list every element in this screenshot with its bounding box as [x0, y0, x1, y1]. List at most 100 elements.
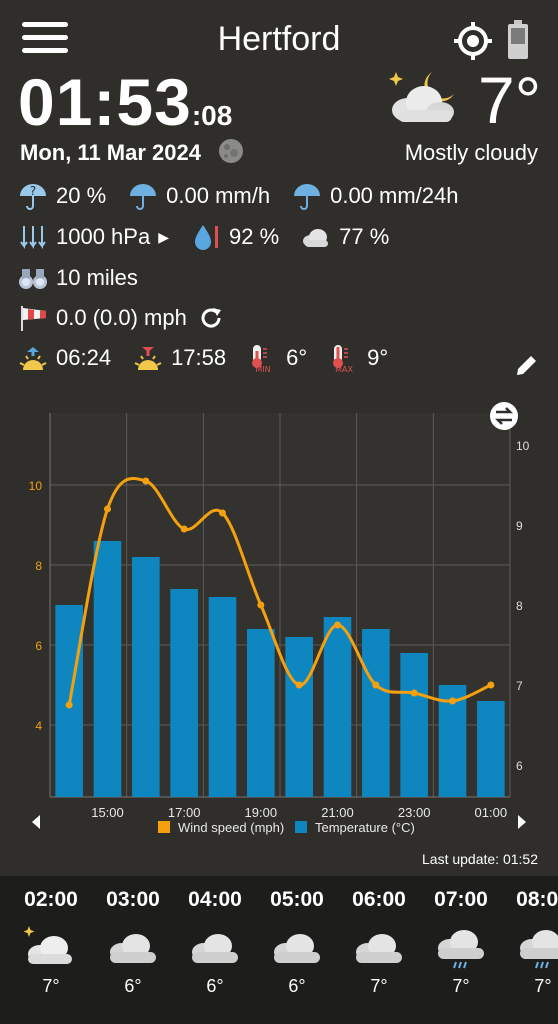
- locate-icon[interactable]: [452, 20, 494, 62]
- hourly-temp: 7°: [42, 976, 60, 996]
- wind-speed-point: [104, 505, 111, 513]
- wind-speed-point: [257, 601, 265, 609]
- x-tick-label: 23:00: [398, 805, 431, 820]
- pressure-row: 1000 hPa ▶ 92 % 77 %: [18, 222, 389, 252]
- max-label: MAX: [335, 365, 353, 373]
- hourly-temp: 6°: [206, 976, 224, 996]
- chart-prev-arrow[interactable]: [32, 815, 40, 829]
- humidity-value: 92 %: [228, 224, 280, 249]
- refresh-icon[interactable]: [197, 304, 225, 332]
- sunset-icon: [134, 347, 162, 370]
- precip-rate-day: 0.00 mm/24h: [330, 183, 459, 208]
- binoculars-icon: [19, 269, 47, 289]
- left-tick-label: 8: [35, 559, 42, 573]
- swap-axes-button[interactable]: [490, 402, 518, 430]
- precip-rate-hour: 0.00 mm/h: [166, 183, 271, 208]
- edit-icon[interactable]: [514, 352, 540, 378]
- hourly-forecast[interactable]: 02:00 7° 03:00 6° 04:00 6° 05:00 6° 06:00 7° 07:00…: [0, 876, 558, 1024]
- wind-value: 0.0 (0.0) mph: [56, 305, 187, 330]
- precip-chance: 20 %: [56, 183, 107, 208]
- cloud-rain-icon: [438, 930, 484, 969]
- temperature-bar: [323, 617, 352, 797]
- hourly-time: 08:00: [516, 888, 558, 911]
- moon-cloud-icon: [23, 926, 72, 964]
- right-tick-label: 6: [516, 759, 523, 773]
- hourly-temp: 7°: [452, 976, 470, 996]
- cloud-rain-icon: [520, 930, 558, 969]
- cloud-icon: [274, 934, 320, 963]
- wind-speed-point: [487, 681, 495, 689]
- clock-time: 01:53:08: [18, 65, 233, 139]
- max-temp: 9°: [367, 345, 389, 370]
- left-tick-label: 6: [35, 639, 42, 653]
- precip-row: ? 20 % 0.00 mm/h 0.00 mm/24h: [18, 181, 459, 211]
- forecast-chart: 4 6 8 10 6 7 8 9 10 15:00 17:00 19:00 21:00 23:00 01:0…: [29, 402, 530, 835]
- hourly-time: 03:00: [106, 888, 160, 911]
- last-update: Last update: 01:52: [422, 851, 538, 867]
- sun-row: 06:24 17:58 MIN 6° MAX 9°: [18, 343, 388, 373]
- legend-label: Wind speed (mph): [178, 820, 284, 835]
- moon-phase-icon: [219, 139, 243, 163]
- temperature-bar: [247, 629, 275, 797]
- windsock-icon: [21, 306, 46, 331]
- cloud-icon: [192, 934, 238, 963]
- umbrella-icon: [130, 184, 157, 210]
- wind-speed-point: [334, 621, 341, 629]
- city-name[interactable]: Hertford: [217, 20, 341, 58]
- hourly-temp: 7°: [370, 976, 388, 996]
- x-tick-label: 01:00: [475, 805, 508, 820]
- max-temp-icon: MAX: [333, 345, 354, 373]
- min-temp-icon: MIN: [252, 345, 271, 373]
- sunrise-time: 06:24: [56, 345, 112, 370]
- hourly-item[interactable]: 05:00 6°: [256, 876, 338, 997]
- wind-speed-point: [65, 701, 73, 709]
- pressure-trend-icon[interactable]: ▶: [158, 228, 169, 245]
- min-temp: 6°: [286, 345, 308, 370]
- temperature-bar: [170, 589, 198, 797]
- humidity-icon: [194, 225, 218, 250]
- left-tick-label: 10: [29, 479, 43, 493]
- hourly-item[interactable]: 07:00 7°: [420, 876, 502, 997]
- clock-date: Mon, 11 Mar 2024: [20, 140, 201, 165]
- sunset-time: 17:58: [171, 345, 227, 370]
- hourly-item[interactable]: 03:00 6°: [92, 876, 174, 997]
- wind-speed-point: [372, 681, 380, 689]
- wind-speed-point: [180, 525, 188, 533]
- hourly-time: 04:00: [188, 888, 242, 911]
- visibility-row: 10 miles: [18, 263, 138, 293]
- cloud-icon: [110, 934, 156, 963]
- chart-next-arrow[interactable]: [518, 815, 526, 829]
- hourly-item[interactable]: 04:00 6°: [174, 876, 256, 997]
- hourly-time: 06:00: [352, 888, 406, 911]
- temperature-bar: [132, 557, 160, 797]
- hourly-item[interactable]: 02:00 7°: [10, 876, 92, 997]
- temperature-bar: [208, 597, 237, 797]
- current-temp: 7°: [478, 63, 542, 137]
- wind-speed-point: [219, 509, 226, 517]
- x-tick-label: 15:00: [91, 805, 124, 820]
- wind-row: 0.0 (0.0) mph: [18, 303, 225, 333]
- swap-icon: [494, 407, 514, 425]
- svg-text:?: ?: [30, 184, 36, 198]
- cloud-cover-value: 77 %: [339, 224, 390, 249]
- wind-speed-point: [449, 697, 456, 705]
- current-condition: Mostly cloudy: [404, 140, 538, 165]
- left-tick-label: 4: [35, 719, 42, 733]
- hourly-time: 07:00: [434, 888, 488, 911]
- wind-speed-point: [295, 681, 303, 689]
- x-tick-label: 21:00: [321, 805, 354, 820]
- moon-cloud-icon: [389, 72, 454, 122]
- menu-button[interactable]: [22, 22, 68, 56]
- sunrise-icon: [19, 347, 47, 370]
- temperature-bar: [93, 541, 122, 797]
- pressure-icon: [20, 226, 46, 249]
- temperature-bar: [400, 653, 428, 797]
- x-tick-label: 19:00: [245, 805, 278, 820]
- hourly-time: 05:00: [270, 888, 324, 911]
- hourly-temp: 7°: [534, 976, 552, 996]
- pressure-value: 1000 hPa: [56, 224, 151, 249]
- right-tick-label: 8: [516, 599, 523, 613]
- hourly-temp: 6°: [288, 976, 306, 996]
- hourly-item[interactable]: 08:00 7°: [502, 876, 558, 997]
- hourly-item[interactable]: 06:00 7°: [338, 876, 420, 997]
